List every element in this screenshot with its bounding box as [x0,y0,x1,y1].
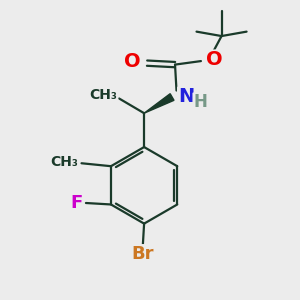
Text: O: O [124,52,141,71]
Text: O: O [206,50,223,69]
Polygon shape [144,94,174,113]
Text: CH₃: CH₃ [90,88,118,102]
Text: F: F [71,194,83,212]
Text: N: N [178,88,194,106]
Text: CH₃: CH₃ [51,155,79,169]
Text: H: H [193,93,207,111]
Text: Br: Br [131,245,154,263]
